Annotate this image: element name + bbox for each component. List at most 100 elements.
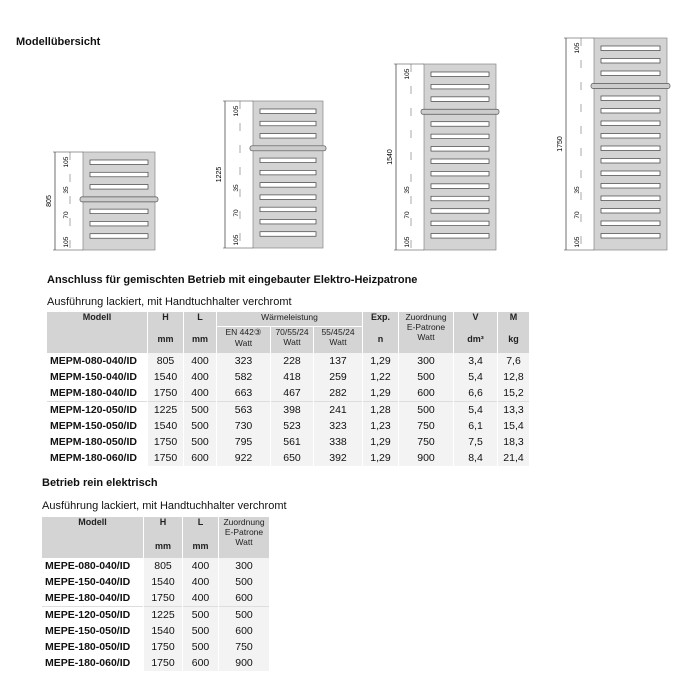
value-cell: 12,8 (497, 369, 530, 385)
radiator-tube (430, 158, 490, 164)
dimension-label: 105 (404, 68, 411, 79)
model-cell: MEPM-180-050/ID (47, 434, 148, 450)
radiator-tube (430, 195, 490, 202)
radiator-tube (600, 145, 661, 151)
value-cell: 259 (313, 369, 363, 385)
radiator-tube (600, 195, 661, 201)
radiator-tube (430, 71, 490, 77)
col-55-45-24: 55/45/24 Watt (313, 326, 363, 353)
radiator-tube (600, 58, 661, 64)
section2-title: Betrieb rein elektrisch (42, 477, 158, 489)
value-cell: 750 (398, 434, 454, 450)
radiator-tube (600, 70, 661, 76)
dimension-label: 105 (233, 234, 240, 245)
radiator-tube (430, 183, 490, 189)
value-cell: 392 (313, 450, 363, 466)
value-cell: 1750 (143, 655, 183, 671)
value-cell: 900 (218, 655, 270, 671)
table-row: MEPE-180-040/ID 1750 400 600 (42, 590, 270, 607)
radiator-body (593, 37, 668, 251)
radiator-tube (430, 208, 490, 214)
height-label: 1225 (216, 167, 223, 183)
table-row: MEPE-120-050/ID 1225 500 500 (42, 606, 270, 623)
value-cell: 1750 (147, 450, 184, 466)
value-cell: 1540 (147, 369, 184, 385)
col-waermeleistung: Wärmeleistung (216, 312, 363, 327)
value-cell: 500 (183, 418, 217, 434)
radiator-tube (600, 120, 661, 126)
value-cell: 7,6 (497, 353, 530, 369)
table-row: MEPM-120-050/ID 1225 500 563 398 241 1,28 500 5,… (47, 401, 530, 418)
radiator-tube (600, 45, 661, 51)
value-cell: 418 (270, 369, 314, 385)
radiator-tube (259, 120, 317, 127)
dimension-label: 105 (404, 236, 411, 247)
value-cell: 400 (183, 353, 217, 369)
value-cell: 400 (182, 574, 219, 590)
value-cell: 600 (183, 450, 217, 466)
model-cell: MEPE-180-040/ID (42, 590, 144, 607)
radiator-tube (600, 133, 661, 139)
radiator-tube (89, 233, 149, 239)
radiator-diagram: 1225 105 35 70 105 (216, 100, 327, 249)
value-cell: 137 (313, 353, 363, 369)
value-cell: 1540 (143, 623, 183, 639)
section1-subtitle: Ausführung lackiert, mit Handtuchhalter … (47, 296, 292, 308)
table-row: MEPM-080-040/ID 805 400 323 228 137 1,29 300 3,4… (47, 353, 530, 369)
value-cell: 500 (183, 401, 217, 418)
value-cell: 400 (182, 558, 219, 574)
table-row: MEPM-150-050/ID 1540 500 730 523 323 1,23 750 6,… (47, 418, 530, 434)
model-cell: MEPM-150-050/ID (47, 418, 148, 434)
value-cell: 795 (216, 434, 271, 450)
col-zuordnung: Zuordnung E-Patrone Watt (398, 312, 454, 353)
radiator-tube (89, 221, 149, 227)
value-cell: 398 (270, 401, 314, 418)
radiator-tube (259, 108, 317, 114)
value-cell: 323 (216, 353, 271, 369)
value-cell: 1540 (147, 418, 184, 434)
value-cell: 600 (182, 655, 219, 671)
table-row: MEPE-150-040/ID 1540 400 500 (42, 574, 270, 590)
radiator-tube (89, 159, 149, 165)
value-cell: 600 (218, 623, 270, 639)
radiator-tube (259, 194, 317, 200)
model-cell: MEPE-120-050/ID (42, 606, 144, 623)
value-cell: 922 (216, 450, 271, 466)
value-cell: 338 (313, 434, 363, 450)
radiator-tube (600, 170, 661, 176)
value-cell: 805 (143, 558, 183, 574)
value-cell: 323 (313, 418, 363, 434)
col-70-55-24: 70/55/24 Watt (270, 326, 314, 353)
radiator-tube (600, 183, 661, 189)
dimension-label: 70 (574, 211, 581, 219)
value-cell: 13,3 (497, 401, 530, 418)
towel-bar (79, 196, 159, 203)
value-cell: 241 (313, 401, 363, 418)
value-cell: 1750 (147, 385, 184, 402)
value-cell: 282 (313, 385, 363, 402)
radiator-tube (259, 170, 317, 176)
radiator-tube (430, 96, 490, 102)
value-cell: 1540 (143, 574, 183, 590)
radiator-tube (600, 233, 661, 239)
col-en442: EN 442③ Watt (216, 326, 271, 353)
value-cell: 15,2 (497, 385, 530, 402)
section1-title: Anschluss für gemischten Betrieb mit ein… (47, 274, 418, 286)
model-cell: MEPM-080-040/ID (47, 353, 148, 369)
value-cell: 15,4 (497, 418, 530, 434)
height-label: 1540 (387, 149, 394, 165)
col-zuordnung: Zuordnung E-Patrone Watt (218, 517, 270, 558)
model-cell: MEPM-120-050/ID (47, 401, 148, 418)
page-title: Modellübersicht (16, 36, 101, 48)
value-cell: 1,23 (362, 418, 399, 434)
towel-bar (420, 108, 500, 115)
table-row: MEPM-180-050/ID 1750 500 795 561 338 1,29 750 7,… (47, 434, 530, 450)
radiator-tube (259, 206, 317, 213)
model-cell: MEPE-180-050/ID (42, 639, 144, 655)
height-label: 805 (46, 195, 53, 207)
